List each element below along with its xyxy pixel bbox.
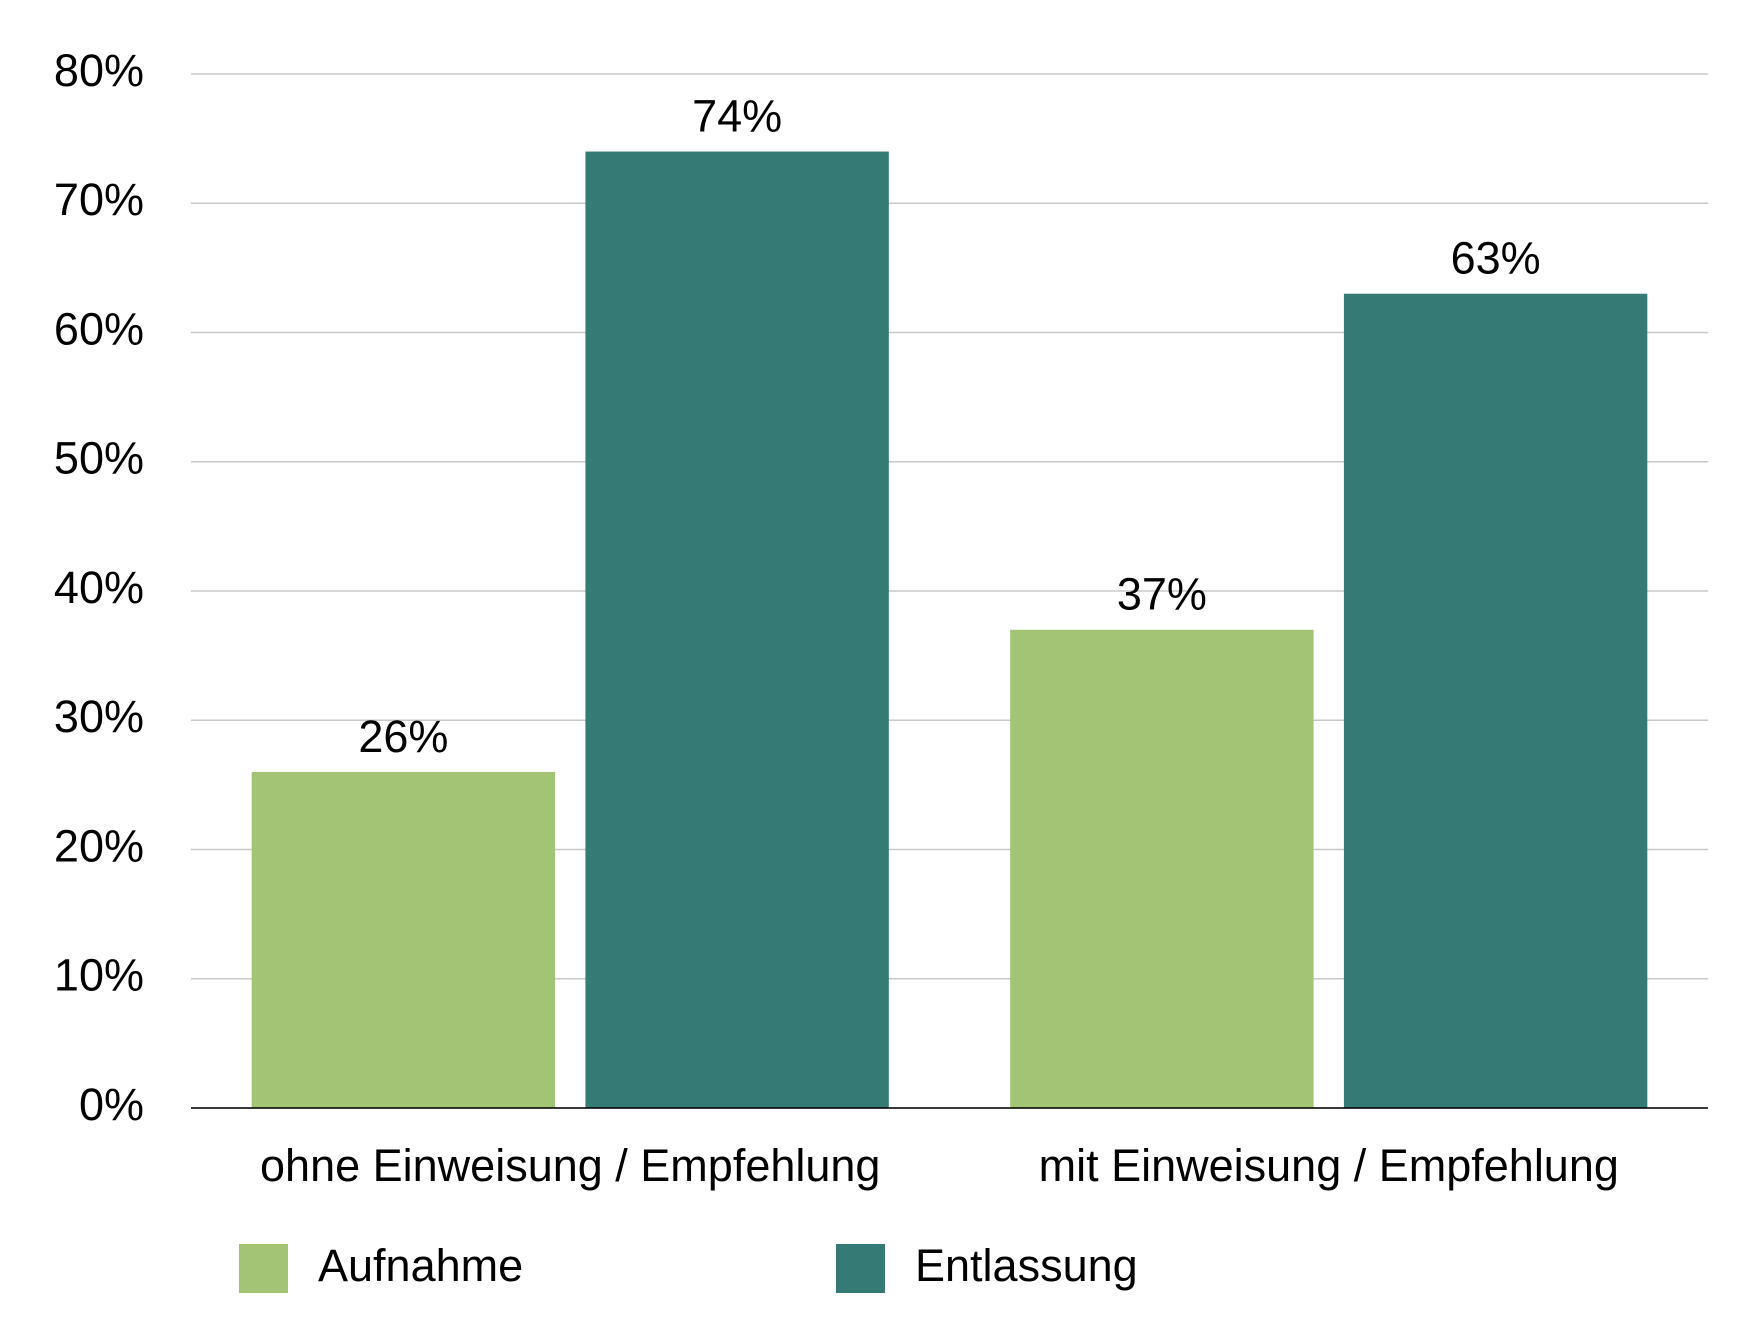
bar [1343,293,1648,1109]
bar [585,151,889,1109]
value-label: 37% [1117,569,1207,620]
y-tick-label: 80% [54,45,144,96]
legend-label: Entlassung [915,1240,1138,1291]
y-tick-label: 0% [79,1079,144,1130]
x-tick-label: ohne Einweisung / Empfehlung [260,1140,880,1191]
bar [1010,629,1314,1108]
y-tick-label: 70% [54,174,144,225]
y-tick-label: 20% [54,820,144,871]
legend-swatch [836,1244,885,1293]
legend-swatch [239,1244,288,1293]
y-tick-label: 50% [54,433,144,484]
y-tick-label: 40% [54,562,144,613]
value-label: 26% [358,711,448,762]
value-label: 74% [692,90,782,141]
y-tick-label: 10% [54,950,144,1001]
legend-label: Aufnahme [318,1240,523,1291]
y-tick-label: 60% [54,303,144,354]
x-tick-label: mit Einweisung / Empfehlung [1039,1140,1619,1191]
y-tick-label: 30% [54,691,144,742]
bar [251,771,556,1108]
value-label: 63% [1451,233,1541,284]
